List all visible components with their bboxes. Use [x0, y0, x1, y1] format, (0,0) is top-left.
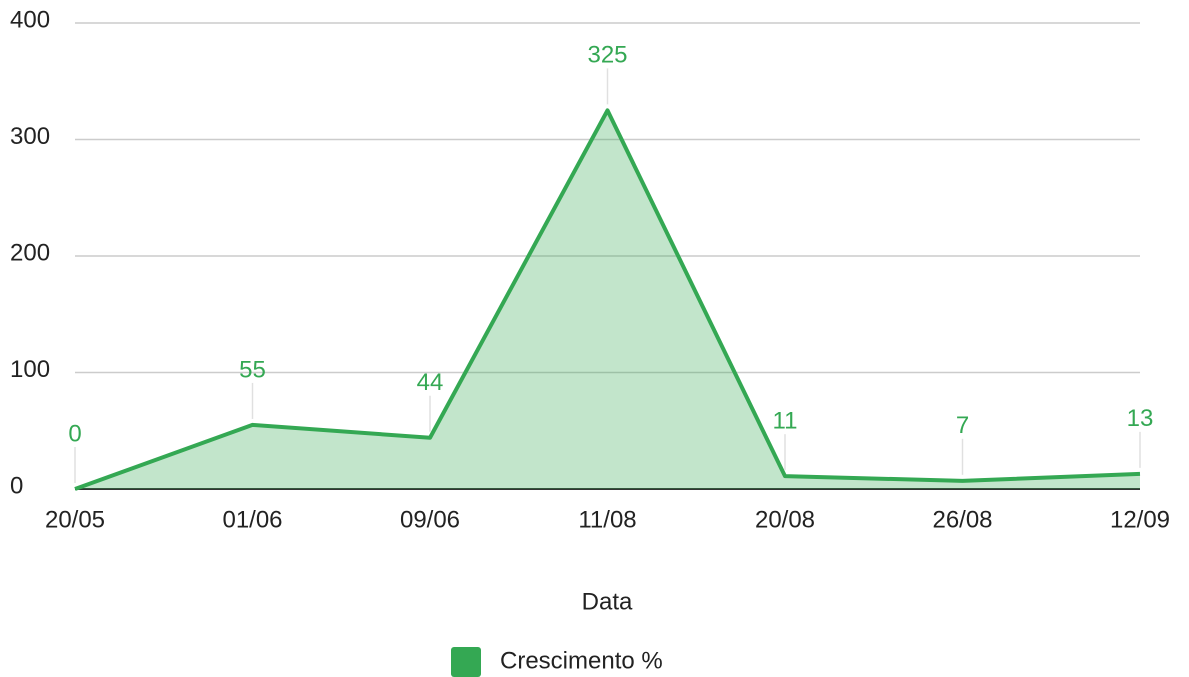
x-tick-label: 09/06 — [400, 506, 460, 533]
legend-label: Crescimento % — [500, 647, 663, 674]
data-label: 44 — [417, 369, 444, 396]
data-label: 325 — [587, 42, 627, 69]
x-tick-label: 11/08 — [578, 506, 636, 533]
x-tick-label: 20/05 — [45, 506, 105, 533]
y-tick-label: 400 — [10, 6, 50, 33]
y-tick-label: 100 — [10, 356, 50, 383]
x-tick-label: 01/06 — [222, 506, 282, 533]
y-tick-label: 0 — [10, 472, 23, 499]
legend-swatch — [451, 647, 481, 677]
x-tick-label: 26/08 — [932, 506, 992, 533]
data-label: 13 — [1127, 405, 1154, 432]
data-label: 7 — [956, 412, 969, 439]
x-axis-title: Data — [582, 588, 633, 615]
x-tick-label: 20/08 — [755, 506, 815, 533]
x-tick-label: 12/09 — [1110, 506, 1170, 533]
y-tick-label: 300 — [10, 123, 50, 150]
data-label: 11 — [773, 408, 798, 435]
area-fill — [75, 110, 1140, 489]
area-line — [74, 108, 1141, 491]
data-label: 55 — [239, 356, 266, 383]
y-tick-label: 200 — [10, 239, 50, 266]
data-label: 0 — [68, 420, 81, 447]
